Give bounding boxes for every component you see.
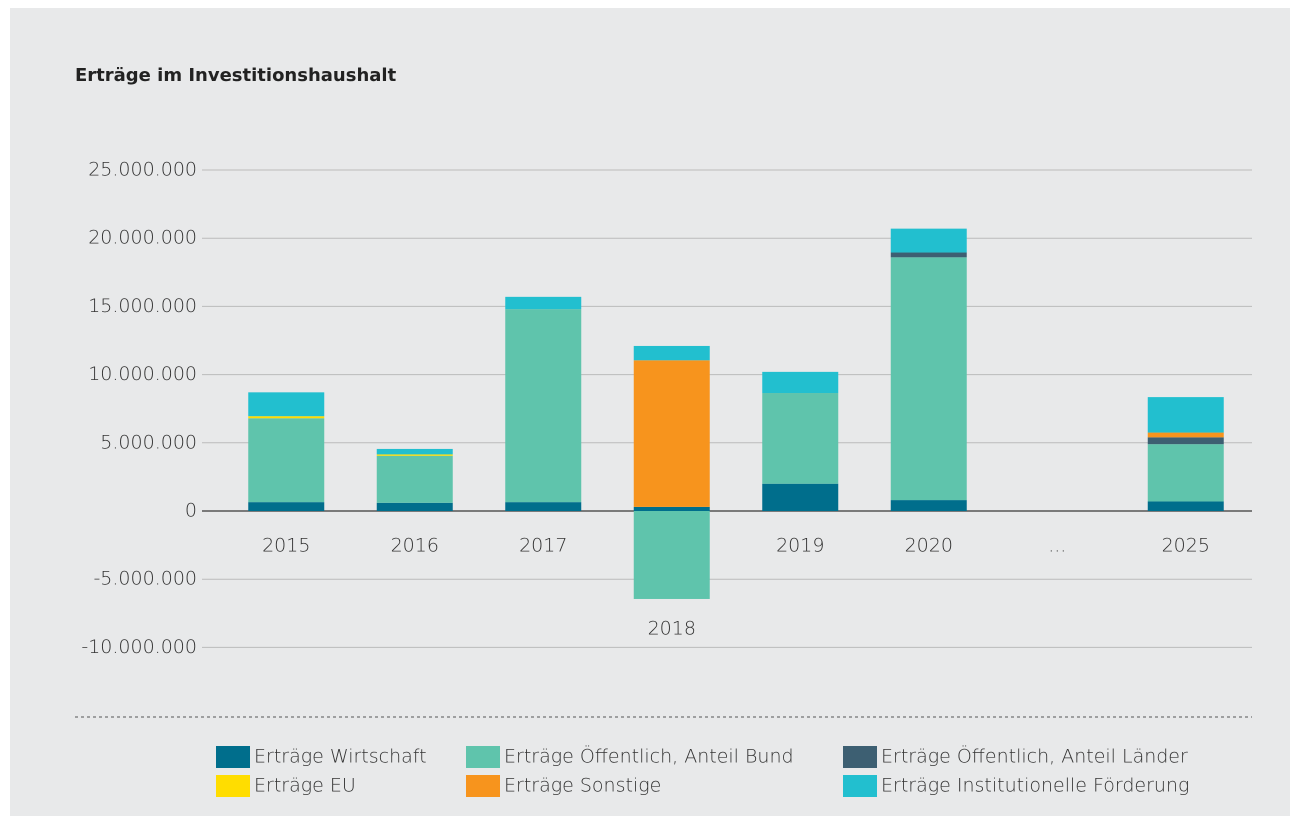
y-tick-label: 15.000.000 — [88, 295, 197, 317]
bar-segment — [633, 345, 710, 361]
x-tick-label: 2017 — [519, 535, 567, 557]
bar-segment — [248, 416, 325, 419]
bar-segment — [505, 502, 582, 511]
legend-swatch — [216, 775, 250, 797]
y-tick-label: 10.000.000 — [88, 363, 197, 385]
bar-segment — [1147, 432, 1224, 438]
legend-label: Erträge Öffentlich, Anteil Länder — [881, 745, 1188, 768]
x-tick-label: 2019 — [776, 535, 824, 557]
legend-swatch — [216, 746, 250, 768]
bar-segment — [376, 502, 453, 511]
bar-segment — [890, 228, 967, 253]
chart-title: Erträge im Investitionshaushalt — [75, 65, 397, 86]
legend-swatch — [843, 746, 877, 768]
bar-segment — [633, 360, 710, 507]
bar-segment — [505, 309, 582, 503]
bar-segment — [248, 418, 325, 503]
bar-segment — [633, 511, 710, 599]
legend-swatch — [466, 775, 500, 797]
x-tick-label: 2016 — [391, 535, 439, 557]
x-tick-label: 2018 — [648, 617, 696, 639]
y-tick-label: 0 — [185, 500, 197, 522]
bar-segment — [1147, 397, 1224, 433]
bar-segment — [1147, 437, 1224, 445]
y-tick-label: 20.000.000 — [88, 227, 197, 249]
y-tick-label: 25.000.000 — [88, 159, 197, 181]
x-tick-label: 2015 — [262, 535, 310, 557]
bar-segment — [762, 371, 839, 394]
legend-label: Erträge EU — [254, 775, 356, 797]
legend-label: Erträge Öffentlich, Anteil Bund — [504, 745, 794, 768]
bar-segment — [762, 483, 839, 511]
bar-segment — [376, 448, 453, 455]
bar-segment — [248, 392, 325, 417]
bar-segment — [1147, 444, 1224, 502]
y-tick-label: -10.000.000 — [81, 636, 197, 658]
bar-segment — [248, 502, 325, 511]
y-tick-label: 5.000.000 — [100, 431, 197, 453]
bar-segment — [890, 257, 967, 501]
bar-segment — [890, 500, 967, 511]
x-tick-label: 2020 — [905, 535, 953, 557]
bar-segment — [633, 506, 710, 511]
x-tick-label: ... — [1048, 535, 1066, 557]
legend-label: Erträge Institutionelle Förderung — [881, 775, 1189, 797]
legend-swatch — [466, 746, 500, 768]
y-tick-label: -5.000.000 — [93, 568, 197, 590]
legend-swatch — [843, 775, 877, 797]
bar-segment — [890, 252, 967, 258]
legend-label: Erträge Wirtschaft — [254, 746, 427, 768]
x-tick-label: 2025 — [1162, 535, 1210, 557]
bar-segment — [376, 454, 453, 456]
bar-segment — [1147, 501, 1224, 511]
bar-segment — [505, 296, 582, 310]
legend-label: Erträge Sonstige — [504, 775, 661, 797]
bar-segment — [762, 393, 839, 484]
bar-segment — [376, 455, 453, 503]
